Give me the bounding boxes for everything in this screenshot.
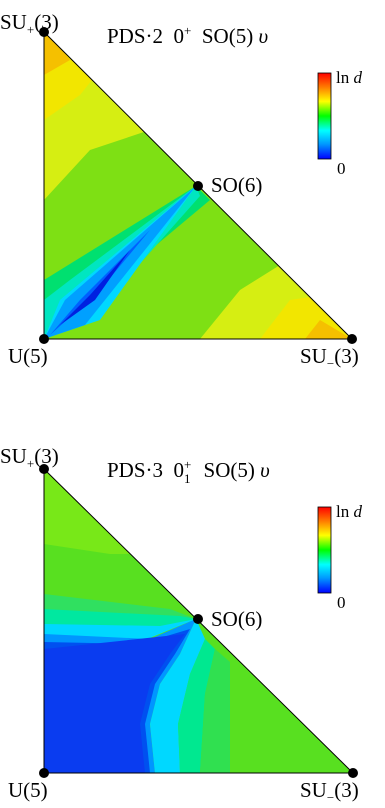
colorbar-max-label-1: ln d [336,68,362,87]
vertex-dot-top-1 [39,27,49,37]
colorbar-min-label-1: 0 [337,159,346,178]
colorbar-1 [317,72,332,160]
vertex-label-top-2: SU+(3) [0,444,59,472]
vertex-label-bottom-left-2: U(5) [8,778,48,802]
vertex-label-bottom-right-1: SU−(3) [300,344,359,372]
vertex-label-bottom-right-2: SU−(3) [300,778,359,806]
vertex-dot-top-2 [39,464,49,474]
vertex-dot-so6-2 [193,614,203,624]
vertex-dot-bottom-left-1 [39,334,49,344]
vertex-label-so6-2: SO(6) [211,607,263,631]
colorbar-max-label-2: ln d [336,502,362,521]
vertex-label-so6-1: SO(6) [211,173,263,197]
chart-title-2: PDS·3 0 +1 SO(5) υ [107,457,270,486]
chart-title-1: PDS·2 0+ SO(5) υ [107,23,269,48]
colorbar-min-label-2: 0 [337,593,346,612]
vertex-dot-bottom-right-1 [347,334,357,344]
vertex-dot-bottom-left-2 [39,768,49,778]
vertex-label-bottom-left-1: U(5) [8,344,48,368]
chart-panel-2: SU+(3) PDS·3 0 +1 SO(5) υ ln d 0 SO(6) U(… [0,404,385,808]
vertex-dot-bottom-right-2 [348,768,358,778]
chart-panel-1: SU+(3) PDS·2 0+ SO(5) υ ln d 0 SO(6) U(5… [0,10,362,372]
triangle-plot-1 [39,27,357,344]
triangle-plot-2 [39,464,358,778]
colorbar-2 [317,506,332,594]
vertex-dot-so6-1 [193,181,203,191]
vertex-label-top-1: SU+(3) [0,10,59,38]
